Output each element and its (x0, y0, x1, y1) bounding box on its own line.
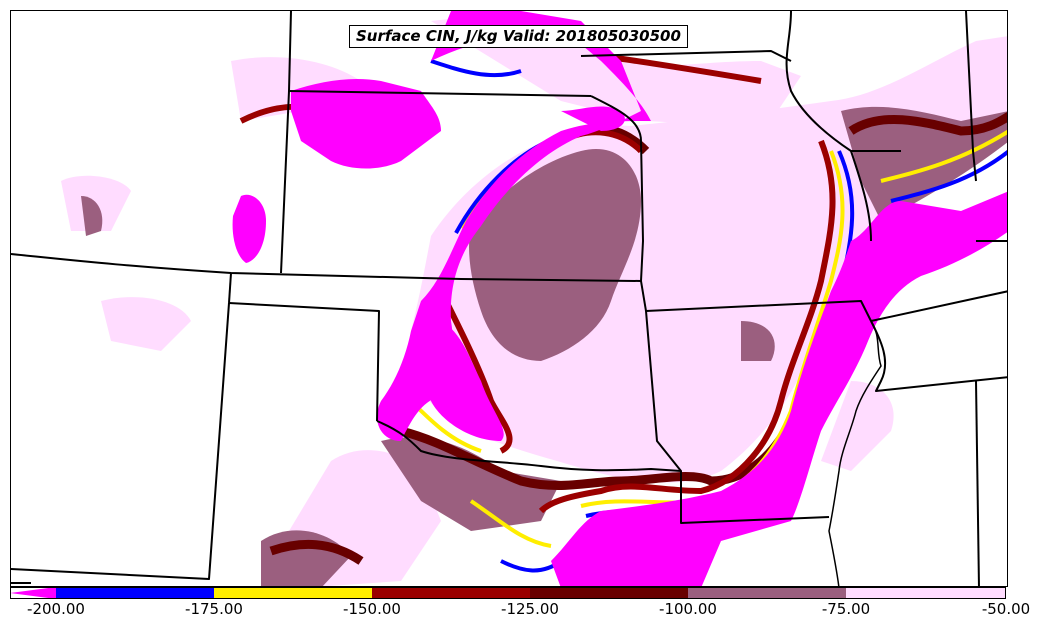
tick-label: -200.00 (27, 600, 85, 618)
cin-map (11, 11, 1007, 586)
colorbar-segment-50 (846, 587, 1006, 599)
colorbar-segment-125 (372, 587, 530, 599)
colorbar-segment-75 (688, 587, 846, 599)
colorbar-segment-150 (214, 587, 372, 599)
tick-label: -125.00 (501, 600, 559, 618)
map-panel: Surface CIN, J/kg Valid: 201805030500 (10, 10, 1008, 587)
colorbar (10, 587, 1006, 599)
state-boundaries (11, 11, 1007, 586)
tick-label: -75.00 (821, 600, 871, 618)
colorbar-segment-100 (530, 587, 688, 599)
colorbar-segment-175 (56, 587, 214, 599)
tick-label: -175.00 (185, 600, 243, 618)
river-line (828, 320, 882, 586)
map-title: Surface CIN, J/kg Valid: 201805030500 (349, 25, 688, 48)
cin-contour-mauve (81, 106, 1007, 586)
colorbar-segment-lt200 (10, 587, 56, 599)
tick-label: -150.00 (343, 600, 401, 618)
cin-contour-magenta (232, 11, 1007, 586)
tick-label: -50.00 (981, 600, 1031, 618)
tick-label: -100.00 (659, 600, 717, 618)
colorbar-ticks: -200.00 -175.00 -150.00 -125.00 -100.00 … (0, 600, 1044, 630)
